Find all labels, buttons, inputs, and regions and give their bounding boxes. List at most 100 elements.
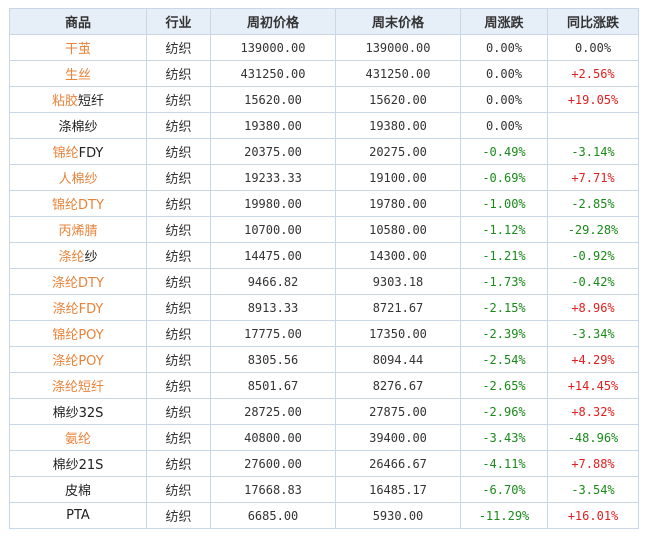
commodity-name-text: 皮棉 — [64, 484, 91, 499]
week-close-price-cell: 39400.00 — [335, 424, 461, 451]
yoy-change-cell: -29.28% — [547, 216, 639, 243]
industry-cell: 纺织 — [146, 216, 211, 243]
commodity-name-text: 棉纱32S — [52, 406, 104, 421]
table-row: 皮棉 纺织 17668.83 16485.17 -6.70% -3.54% — [9, 476, 639, 503]
commodity-link[interactable]: 锦纶 — [52, 146, 79, 161]
header-yoy-change: 同比涨跌 — [547, 8, 639, 35]
week-close-price-cell: 8721.67 — [335, 294, 461, 321]
yoy-change-cell: +4.29% — [547, 346, 639, 373]
commodity-name-cell: 涤纶DTY — [9, 268, 147, 295]
table-row: 氨纶 纺织 40800.00 39400.00 -3.43% -48.96% — [9, 424, 639, 451]
commodity-price-table: 商品 行业 周初价格 周末价格 周涨跌 同比涨跌 干茧 纺织 139000.00 13… — [9, 8, 639, 529]
table-row: PTA 纺织 6685.00 5930.00 -11.29% +16.01% — [9, 502, 639, 529]
weekly-change-cell: 0.00% — [460, 60, 548, 87]
yoy-change-cell: +14.45% — [547, 372, 639, 399]
week-open-price-cell: 28725.00 — [210, 398, 336, 425]
header-industry: 行业 — [146, 8, 211, 35]
week-open-price-cell: 15620.00 — [210, 86, 336, 113]
table-row: 棉纱32S 纺织 28725.00 27875.00 -2.96% +8.32% — [9, 398, 639, 425]
table-row: 锦纶DTY 纺织 19980.00 19780.00 -1.00% -2.85% — [9, 190, 639, 217]
header-week-open-price: 周初价格 — [210, 8, 336, 35]
week-close-price-cell: 26466.67 — [335, 450, 461, 477]
yoy-change-cell: +7.71% — [547, 164, 639, 191]
commodity-link[interactable]: 人棉纱 — [58, 172, 98, 187]
commodity-link[interactable]: 氨纶 — [64, 432, 91, 447]
commodity-name-cell: 锦纶FDY — [9, 138, 147, 165]
week-close-price-cell: 431250.00 — [335, 60, 461, 87]
weekly-change-cell: -1.21% — [460, 242, 548, 269]
commodity-name-cell: 棉纱32S — [9, 398, 147, 425]
commodity-name-cell: 人棉纱 — [9, 164, 147, 191]
industry-cell: 纺织 — [146, 34, 211, 61]
week-open-price-cell: 17668.83 — [210, 476, 336, 503]
table-row: 棉纱21S 纺织 27600.00 26466.67 -4.11% +7.88% — [9, 450, 639, 477]
week-close-price-cell: 10580.00 — [335, 216, 461, 243]
commodity-link[interactable]: 锦纶DTY — [52, 198, 104, 213]
commodity-link[interactable]: 涤纶 — [58, 250, 85, 265]
commodity-link[interactable]: 丙烯腈 — [58, 224, 98, 239]
weekly-change-cell: -0.69% — [460, 164, 548, 191]
commodity-name-cell: 涤棉纱 — [9, 112, 147, 139]
weekly-change-cell: 0.00% — [460, 86, 548, 113]
week-close-price-cell: 20275.00 — [335, 138, 461, 165]
week-open-price-cell: 19380.00 — [210, 112, 336, 139]
yoy-change-cell: -0.92% — [547, 242, 639, 269]
yoy-change-cell: -48.96% — [547, 424, 639, 451]
commodity-name-text: 涤棉纱 — [58, 120, 98, 135]
week-open-price-cell: 431250.00 — [210, 60, 336, 87]
commodity-name-cell: 氨纶 — [9, 424, 147, 451]
commodity-name-text: 短纤 — [78, 94, 105, 109]
weekly-change-cell: -4.11% — [460, 450, 548, 477]
week-open-price-cell: 17775.00 — [210, 320, 336, 347]
industry-cell: 纺织 — [146, 138, 211, 165]
yoy-change-cell: +8.96% — [547, 294, 639, 321]
commodity-link[interactable]: 干茧 — [64, 42, 91, 57]
week-open-price-cell: 19233.33 — [210, 164, 336, 191]
commodity-name-cell: 丙烯腈 — [9, 216, 147, 243]
yoy-change-cell: -3.54% — [547, 476, 639, 503]
commodity-link[interactable]: 粘胶 — [51, 94, 78, 109]
commodity-name-text: FDY — [78, 146, 104, 161]
yoy-change-cell: +7.88% — [547, 450, 639, 477]
commodity-name-text: 棉纱21S — [52, 458, 104, 473]
week-close-price-cell: 5930.00 — [335, 502, 461, 529]
weekly-change-cell: -11.29% — [460, 502, 548, 529]
industry-cell: 纺织 — [146, 190, 211, 217]
week-close-price-cell: 19380.00 — [335, 112, 461, 139]
commodity-link[interactable]: 锦纶POY — [52, 328, 104, 343]
week-close-price-cell: 14300.00 — [335, 242, 461, 269]
week-close-price-cell: 17350.00 — [335, 320, 461, 347]
commodity-name-cell: 涤纶POY — [9, 346, 147, 373]
commodity-name-cell: 锦纶POY — [9, 320, 147, 347]
week-close-price-cell: 15620.00 — [335, 86, 461, 113]
commodity-link[interactable]: 涤纶POY — [52, 354, 104, 369]
commodity-link[interactable]: 涤纶短纤 — [51, 380, 104, 395]
commodity-link[interactable]: 生丝 — [64, 68, 91, 83]
weekly-change-cell: -2.39% — [460, 320, 548, 347]
weekly-change-cell: -0.49% — [460, 138, 548, 165]
industry-cell: 纺织 — [146, 268, 211, 295]
table-row: 锦纶POY 纺织 17775.00 17350.00 -2.39% -3.34% — [9, 320, 639, 347]
header-weekly-change: 周涨跌 — [460, 8, 548, 35]
industry-cell: 纺织 — [146, 346, 211, 373]
commodity-link[interactable]: 涤纶FDY — [52, 302, 104, 317]
industry-cell: 纺织 — [146, 424, 211, 451]
industry-cell: 纺织 — [146, 320, 211, 347]
commodity-link[interactable]: 涤纶DTY — [52, 276, 104, 291]
week-close-price-cell: 9303.18 — [335, 268, 461, 295]
table-row: 涤纶纱 纺织 14475.00 14300.00 -1.21% -0.92% — [9, 242, 639, 269]
industry-cell: 纺织 — [146, 294, 211, 321]
week-open-price-cell: 6685.00 — [210, 502, 336, 529]
week-close-price-cell: 139000.00 — [335, 34, 461, 61]
table-row: 锦纶FDY 纺织 20375.00 20275.00 -0.49% -3.14% — [9, 138, 639, 165]
table-row: 涤纶FDY 纺织 8913.33 8721.67 -2.15% +8.96% — [9, 294, 639, 321]
header-week-close-price: 周末价格 — [335, 8, 461, 35]
week-open-price-cell: 27600.00 — [210, 450, 336, 477]
week-open-price-cell: 19980.00 — [210, 190, 336, 217]
table-row: 生丝 纺织 431250.00 431250.00 0.00% +2.56% — [9, 60, 639, 87]
week-close-price-cell: 27875.00 — [335, 398, 461, 425]
table-row: 涤纶POY 纺织 8305.56 8094.44 -2.54% +4.29% — [9, 346, 639, 373]
week-open-price-cell: 14475.00 — [210, 242, 336, 269]
table-row: 丙烯腈 纺织 10700.00 10580.00 -1.12% -29.28% — [9, 216, 639, 243]
week-open-price-cell: 8913.33 — [210, 294, 336, 321]
